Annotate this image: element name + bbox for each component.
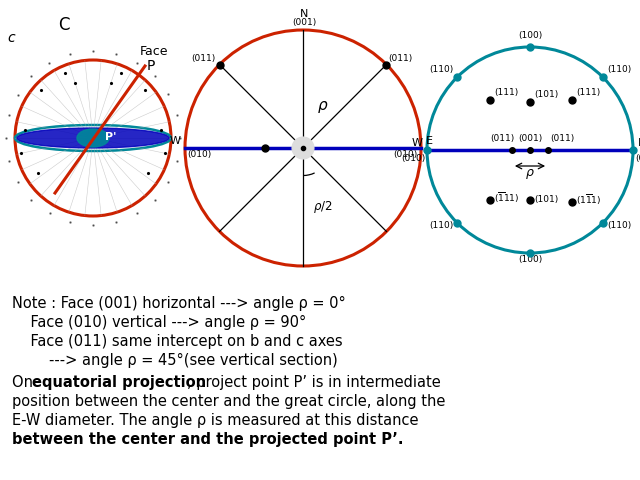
Text: $\rho$: $\rho$ — [525, 167, 535, 181]
Text: , project point P’ is in intermediate: , project point P’ is in intermediate — [187, 375, 441, 390]
Text: On: On — [12, 375, 38, 390]
Text: Face (010) vertical ---> angle ρ = 90°: Face (010) vertical ---> angle ρ = 90° — [12, 315, 307, 330]
Text: ($\overline{1}$11): ($\overline{1}$11) — [494, 191, 520, 205]
Text: (010): (010) — [187, 150, 211, 159]
Text: W: W — [170, 136, 180, 146]
Text: E: E — [426, 136, 433, 146]
Text: (110): (110) — [429, 221, 453, 230]
Text: E-W diameter. The angle ρ is measured at this distance: E-W diameter. The angle ρ is measured at… — [12, 413, 419, 428]
Ellipse shape — [77, 129, 109, 147]
Text: (101): (101) — [534, 195, 558, 204]
Text: (1$\overline{1}$1): (1$\overline{1}$1) — [576, 193, 602, 207]
Text: P: P — [147, 59, 156, 73]
Text: (111): (111) — [576, 88, 600, 97]
Circle shape — [292, 137, 314, 159]
Text: (011): (011) — [490, 134, 514, 143]
Text: between the center and the projected point P’.: between the center and the projected poi… — [12, 432, 403, 447]
Ellipse shape — [17, 128, 169, 148]
Text: C: C — [58, 16, 70, 34]
Text: (010): (010) — [401, 154, 425, 163]
Text: c: c — [7, 31, 15, 45]
Text: ---> angle ρ = 45°(see vertical section): ---> angle ρ = 45°(see vertical section) — [12, 353, 338, 368]
Text: $\rho$/2: $\rho$/2 — [313, 199, 332, 215]
Text: (010): (010) — [635, 154, 640, 163]
Text: (011): (011) — [191, 54, 216, 62]
Text: (100): (100) — [518, 255, 542, 264]
Text: (011): (011) — [388, 54, 413, 62]
Text: (001): (001) — [518, 134, 542, 143]
Text: (011): (011) — [550, 134, 574, 143]
Text: P': P' — [105, 132, 116, 142]
Text: (111): (111) — [494, 88, 518, 97]
Text: equatorial projection: equatorial projection — [32, 375, 206, 390]
Text: (110): (110) — [607, 221, 631, 230]
Text: (110): (110) — [607, 65, 631, 74]
Text: (101): (101) — [534, 90, 558, 99]
Text: Face (011) same intercept on b and c axes: Face (011) same intercept on b and c axe… — [12, 334, 342, 349]
Text: (110): (110) — [429, 65, 453, 74]
Text: $\rho$: $\rho$ — [317, 99, 328, 115]
Text: (100): (100) — [518, 31, 542, 40]
Text: (001): (001) — [292, 18, 316, 27]
Text: N: N — [300, 9, 308, 19]
Text: (010): (010) — [393, 150, 417, 159]
Text: Note : Face (001) horizontal ---> angle ρ = 0°: Note : Face (001) horizontal ---> angle … — [12, 296, 346, 311]
Text: position between the center and the great circle, along the: position between the center and the grea… — [12, 394, 445, 409]
Text: W: W — [412, 138, 422, 148]
Text: Face: Face — [140, 45, 168, 58]
Text: E: E — [637, 138, 640, 148]
